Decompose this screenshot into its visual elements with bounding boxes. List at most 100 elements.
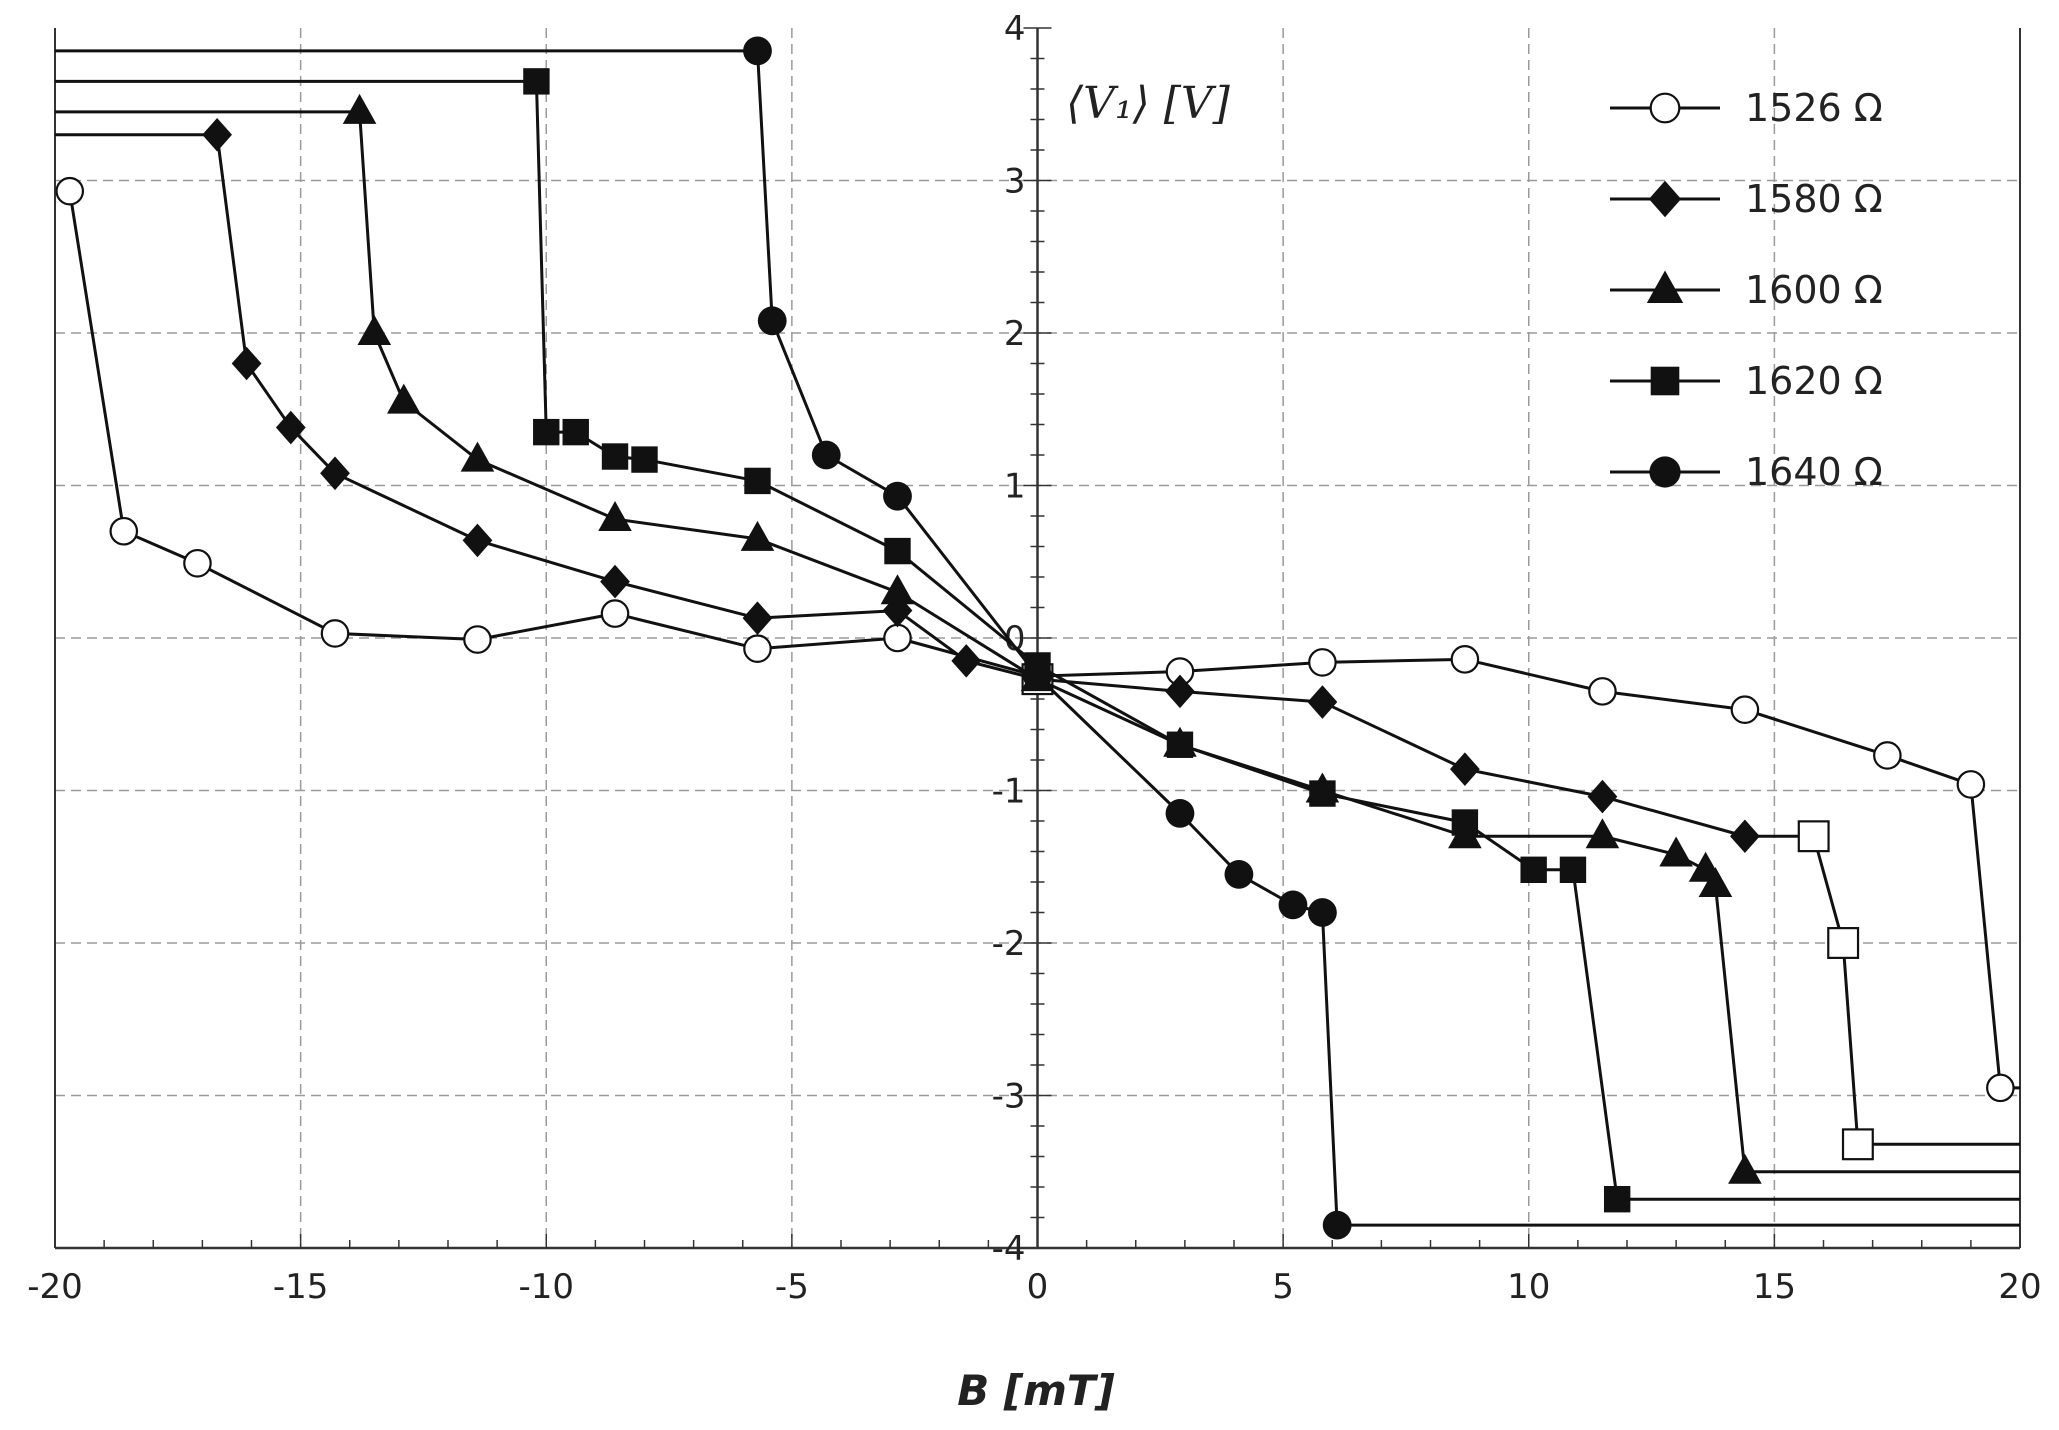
data-point: [1308, 648, 1337, 677]
data-point: [742, 601, 773, 635]
legend-label: 1580 Ω: [1745, 177, 1883, 221]
x-tick-label: 5: [1272, 1267, 1294, 1307]
y-tick-label: -1: [992, 772, 1026, 812]
x-tick-label: 15: [1753, 1267, 1796, 1307]
data-point: [1986, 1073, 2015, 1103]
data-point: [1224, 859, 1254, 889]
data-point: [631, 446, 658, 473]
data-point: [562, 418, 589, 446]
data-point: [600, 599, 630, 628]
data-point: [1956, 770, 1986, 799]
legend-marker: [1650, 366, 1680, 396]
data-point: [744, 467, 771, 495]
legend: 1526 Ω 1580 Ω 1600 Ω 1620 Ω 1640 Ω: [1610, 86, 1883, 494]
legend-marker: [1649, 456, 1681, 488]
data-point: [1728, 1153, 1762, 1184]
data-point: [743, 36, 772, 66]
legend-marker: [1648, 180, 1682, 218]
data-point: [1450, 645, 1480, 674]
data-point: [1308, 898, 1337, 927]
x-tick-label: -15: [273, 1267, 329, 1307]
data-point: [600, 564, 630, 599]
data-point: [463, 625, 492, 654]
x-tick-label: -20: [27, 1267, 83, 1307]
y-tick-label: -2: [992, 924, 1026, 964]
data-point: [1322, 1210, 1352, 1240]
data-point: [743, 634, 772, 663]
data-point: [1873, 741, 1902, 770]
data-point: [320, 619, 350, 648]
data-point: [342, 93, 377, 124]
data-point: [883, 623, 912, 653]
series-line: [358, 111, 1747, 1172]
data-point: [1603, 1186, 1631, 1213]
x-tick-label: -10: [518, 1267, 574, 1307]
legend-label: 1640 Ω: [1745, 450, 1883, 494]
legend-label: 1620 Ω: [1745, 359, 1883, 403]
data-point: [1165, 674, 1195, 709]
data-point: [1023, 661, 1052, 691]
x-axis-title: B [mT]: [957, 1366, 1114, 1415]
data-point: [1165, 798, 1195, 828]
data-point: [1659, 836, 1693, 867]
data-point: [1278, 890, 1308, 920]
data-point: [1450, 752, 1480, 786]
data-point: [884, 537, 911, 565]
y-tick-label: 1: [1004, 467, 1026, 507]
x-tick-label: 10: [1507, 1267, 1550, 1307]
legend-entry: 1600 Ω: [1610, 268, 1883, 312]
data-point: [460, 441, 495, 472]
x-tick-label: 0: [1027, 1267, 1049, 1307]
data-point: [811, 440, 841, 470]
data-point: [109, 516, 139, 546]
data-point: [320, 456, 350, 491]
y-tick-label: 3: [1004, 162, 1026, 202]
legend-label: 1526 Ω: [1745, 86, 1883, 130]
data-point: [1451, 809, 1479, 836]
y-tick-label: -3: [992, 1077, 1026, 1117]
data-point: [1588, 677, 1617, 706]
y-tick-label: 2: [1004, 314, 1026, 354]
data-point: [275, 410, 306, 445]
y-tick-label: 4: [1004, 9, 1026, 49]
data-point: [598, 501, 632, 532]
data-point: [183, 548, 212, 578]
x-tick-label: -5: [775, 1267, 809, 1307]
data-point: [1520, 856, 1547, 883]
data-point: [757, 306, 787, 336]
data-point: [1841, 1128, 1874, 1161]
data-point: [1585, 818, 1620, 849]
data-point: [1307, 685, 1338, 719]
data-point: [533, 418, 560, 446]
data-point: [1698, 867, 1733, 898]
data-point: [55, 176, 85, 206]
y-tick-label: 0: [1004, 619, 1026, 659]
y-axis-title: ⟨V₁⟩ [V]: [1066, 78, 1231, 129]
series-3: [55, 68, 2020, 1213]
data-point: [1730, 695, 1760, 724]
data-point: [1559, 856, 1587, 883]
data-point: [202, 117, 232, 152]
data-point: [462, 523, 493, 558]
data-point: [1827, 927, 1860, 959]
legend-entry: 1620 Ω: [1610, 359, 1883, 403]
data-point: [357, 315, 392, 345]
data-point: [1166, 731, 1194, 758]
series-line: [755, 50, 1339, 1226]
legend-entry: 1640 Ω: [1610, 450, 1883, 494]
legend-entry: 1526 Ω: [1610, 86, 1883, 130]
legend-entry: 1580 Ω: [1610, 177, 1883, 221]
y-tick-label: -4: [992, 1229, 1026, 1269]
data-point: [1730, 819, 1760, 854]
x-tick-label: 20: [1998, 1267, 2041, 1307]
legend-label: 1600 Ω: [1745, 268, 1883, 312]
legend-marker: [1649, 92, 1681, 124]
data-point: [1309, 780, 1336, 807]
data-point: [880, 574, 915, 605]
series-layer: [55, 36, 2020, 1240]
legend-marker: [1646, 270, 1684, 303]
data-point: [740, 520, 775, 551]
data-point: [1587, 779, 1618, 814]
